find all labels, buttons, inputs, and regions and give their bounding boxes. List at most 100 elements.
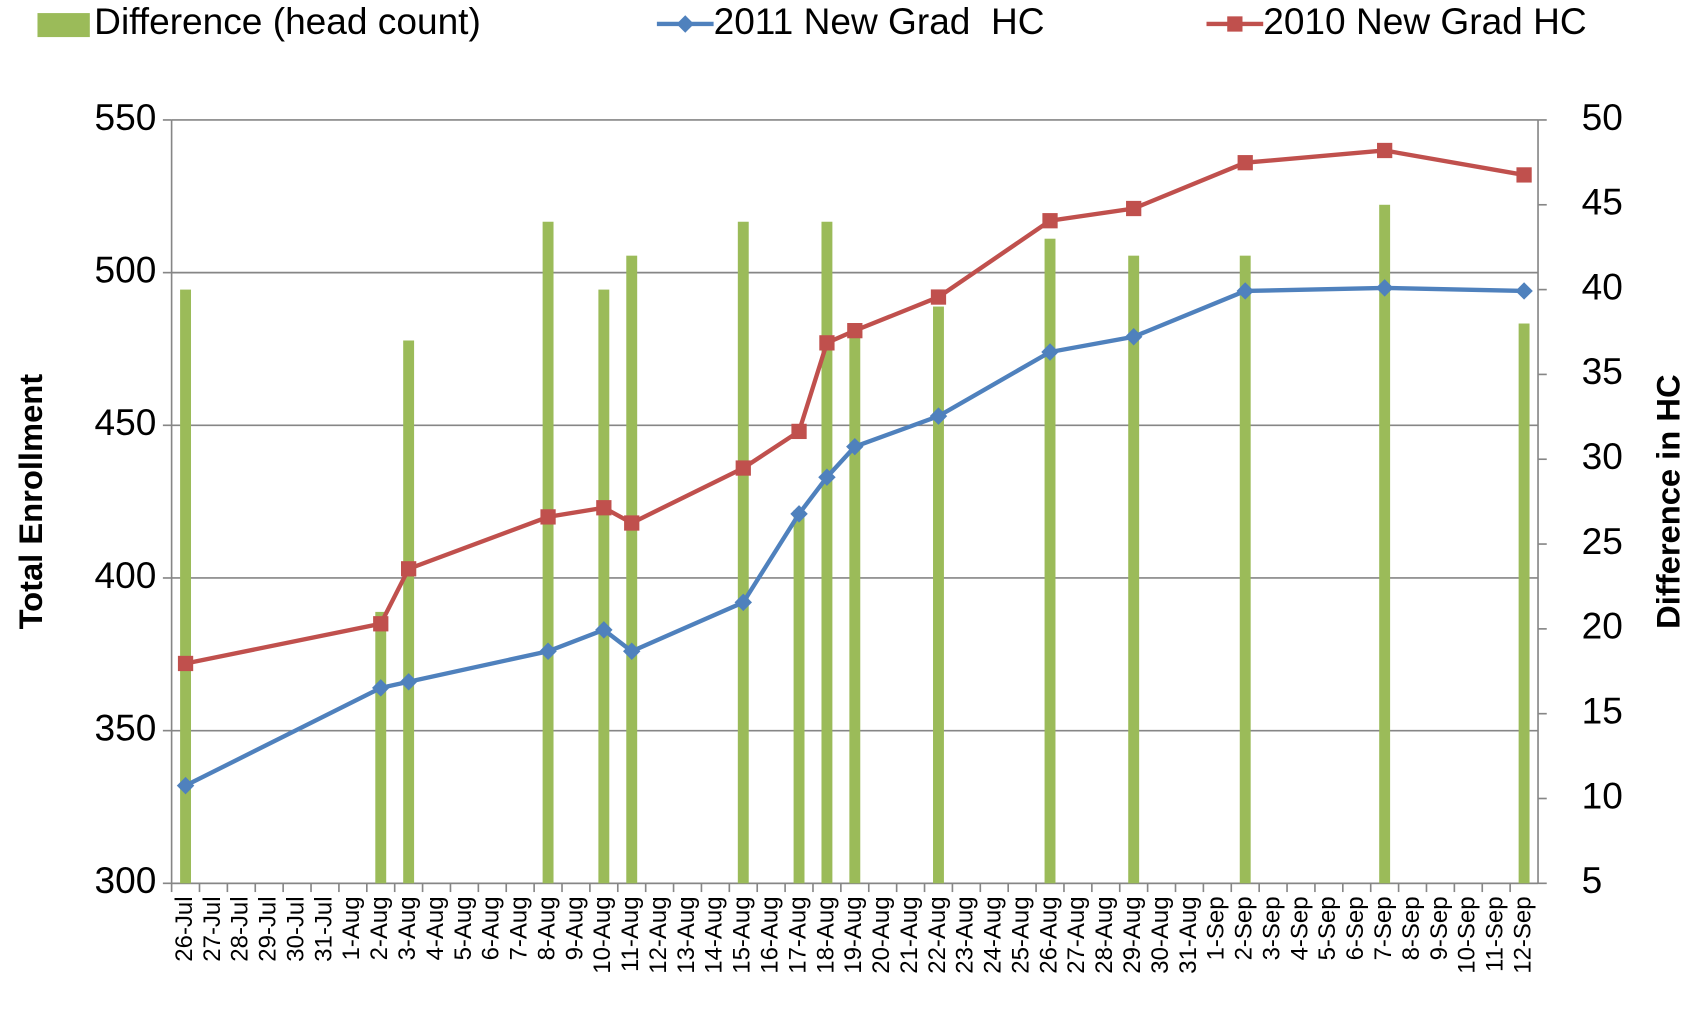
x-tick-label: 12-Sep	[1509, 896, 1536, 973]
x-tick-label: 4-Sep	[1286, 896, 1313, 960]
y2-tick-label: 5	[1582, 859, 1603, 901]
x-tick-label: 20-Aug	[868, 896, 895, 973]
bar	[737, 221, 749, 884]
y2-tick-label: 10	[1582, 774, 1623, 816]
x-tick-label: 4-Aug	[422, 896, 449, 960]
legend-label: Difference (head count)	[94, 0, 481, 42]
marker	[790, 505, 808, 523]
marker	[595, 621, 613, 639]
y2-axis-title: Difference in HC	[1650, 374, 1687, 628]
x-tick-label: 22-Aug	[924, 896, 951, 973]
y-tick-label: 350	[94, 706, 156, 748]
marker	[1516, 167, 1532, 183]
marker	[596, 500, 612, 516]
x-tick-label: 31-Jul	[310, 896, 337, 961]
x-tick-label: 8-Sep	[1398, 896, 1425, 960]
y2-tick-label: 20	[1582, 605, 1623, 647]
x-tick-label: 8-Aug	[533, 896, 560, 960]
marker	[540, 509, 556, 525]
x-tick-label: 7-Sep	[1370, 896, 1397, 960]
marker	[401, 561, 417, 577]
x-tick-label: 10-Sep	[1454, 896, 1481, 973]
bar	[1128, 255, 1140, 884]
y-tick-label: 300	[94, 859, 156, 901]
bar	[793, 510, 805, 884]
bar	[375, 611, 387, 884]
x-tick-label: 12-Aug	[645, 896, 672, 973]
y2-tick-label: 30	[1582, 435, 1623, 477]
y2-tick-label: 40	[1582, 265, 1623, 307]
x-tick-label: 28-Aug	[1091, 896, 1118, 973]
marker	[930, 289, 947, 305]
bar	[1379, 204, 1391, 884]
x-tick-label: 27-Aug	[1063, 896, 1090, 973]
x-tick-label: 6-Sep	[1342, 896, 1369, 960]
marker	[847, 323, 863, 339]
x-tick-label: 3-Sep	[1258, 896, 1285, 960]
bar	[1239, 255, 1251, 884]
y2-tick-label: 35	[1582, 350, 1623, 392]
x-tick-label: 7-Aug	[506, 896, 533, 960]
x-tick-label: 6-Aug	[478, 896, 505, 960]
x-tick-label: 30-Jul	[282, 896, 309, 961]
x-tick-label: 28-Jul	[227, 896, 254, 961]
marker	[624, 515, 640, 531]
y2-tick-label: 15	[1582, 689, 1623, 731]
x-tick-label: 15-Aug	[729, 896, 756, 973]
x-tick-label: 23-Aug	[952, 896, 979, 973]
y2-tick-label: 45	[1582, 181, 1623, 223]
bar	[933, 306, 944, 884]
x-tick-label: 27-Jul	[199, 896, 226, 961]
y2-tick-label: 25	[1582, 520, 1623, 562]
marker	[1237, 155, 1253, 171]
x-tick-label: 11-Aug	[617, 896, 644, 972]
x-tick-label: 1-Sep	[1203, 896, 1230, 960]
x-tick-label: 29-Aug	[1119, 896, 1146, 973]
x-tick-label: 10-Aug	[589, 896, 616, 973]
x-tick-label: 2-Aug	[366, 896, 393, 960]
bar	[542, 221, 554, 884]
x-tick-label: 29-Jul	[255, 896, 282, 961]
bar	[180, 289, 192, 884]
y-tick-label: 550	[94, 96, 156, 138]
y-tick-label: 450	[94, 401, 156, 443]
x-tick-label: 13-Aug	[673, 896, 700, 973]
bar	[403, 340, 415, 884]
x-tick-label: 14-Aug	[701, 896, 728, 973]
marker	[539, 642, 557, 660]
marker	[735, 460, 751, 476]
marker	[1515, 282, 1533, 300]
x-tick-label: 30-Aug	[1147, 896, 1174, 973]
marker	[1126, 200, 1142, 217]
marker	[372, 679, 390, 697]
legend-swatch	[37, 13, 90, 38]
bar	[598, 289, 610, 884]
x-tick-label: 1-Aug	[338, 896, 365, 960]
bar	[626, 255, 638, 884]
x-tick-label: 2-Sep	[1231, 896, 1258, 960]
bar	[821, 221, 833, 884]
x-tick-label: 26-Aug	[1035, 896, 1062, 973]
y-tick-label: 400	[94, 554, 156, 596]
bar	[1044, 238, 1056, 884]
marker	[819, 335, 835, 351]
marker	[1375, 279, 1394, 297]
legend-label: 2011 New Grad HC	[714, 0, 1045, 42]
x-tick-label: 26-Jul	[171, 896, 198, 961]
marker	[1124, 328, 1143, 346]
marker	[623, 642, 641, 660]
x-tick-label: 19-Aug	[840, 896, 867, 973]
bar	[1518, 323, 1530, 884]
legend-label: 2010 New Grad HC	[1263, 0, 1586, 42]
y-tick-label: 500	[94, 248, 156, 290]
legend-marker	[1227, 16, 1243, 32]
marker	[1042, 213, 1058, 229]
marker	[1377, 142, 1393, 159]
x-tick-label: 24-Aug	[980, 896, 1007, 973]
marker	[1236, 282, 1254, 300]
x-tick-label: 18-Aug	[812, 896, 839, 973]
legend-marker	[676, 15, 694, 33]
marker	[399, 673, 418, 691]
line	[184, 285, 1525, 788]
